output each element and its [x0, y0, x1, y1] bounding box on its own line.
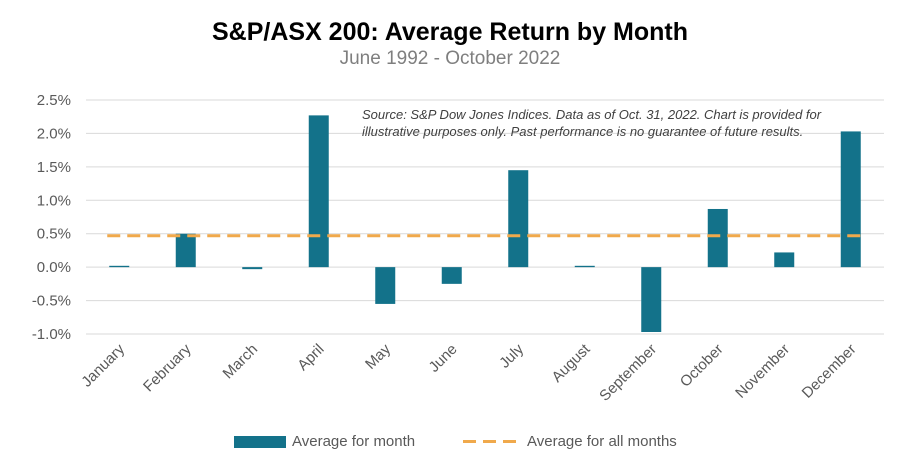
bar [242, 267, 263, 270]
chart-legend: Average for month Average for all months [0, 433, 900, 457]
legend-swatch-bar [234, 435, 286, 448]
y-tick-label: -1.0% [32, 326, 71, 343]
bar [175, 233, 196, 268]
x-tick-label: June [426, 341, 461, 376]
bar [109, 265, 130, 268]
x-tick-label: March [220, 341, 261, 382]
legend-swatch-dashed-line [463, 440, 517, 443]
bar [308, 115, 329, 268]
x-tick-label: January [78, 340, 128, 390]
bar [641, 267, 662, 332]
source-annotation: Source: S&P Dow Jones Indices. Data as o… [362, 107, 822, 139]
x-tick-label: July [496, 340, 527, 371]
x-tick-label: September [596, 341, 660, 405]
x-tick-label: February [140, 340, 195, 395]
bar [441, 267, 462, 284]
chart-subtitle: June 1992 - October 2022 [339, 48, 561, 69]
bar [774, 252, 795, 268]
x-tick-label: November [732, 341, 793, 402]
bar [375, 267, 396, 304]
y-tick-label: 0.0% [37, 259, 71, 276]
y-tick-label: 2.5% [37, 92, 71, 109]
y-tick-label: -0.5% [32, 293, 71, 310]
legend-item-all-months: Average for all months [463, 433, 677, 450]
x-tick-label: August [549, 340, 595, 386]
x-tick-label: May [362, 340, 394, 372]
bar [840, 131, 861, 268]
bar [574, 265, 595, 268]
y-tick-label: 2.0% [37, 125, 71, 142]
y-tick-label: 0.5% [37, 226, 71, 243]
legend-label-month: Average for month [292, 433, 416, 450]
x-tick-label: April [294, 341, 327, 374]
bar [508, 170, 529, 268]
x-tick-label: December [799, 341, 860, 402]
legend-item-month: Average for month [234, 433, 415, 450]
y-tick-label: 1.5% [37, 159, 71, 176]
y-tick-label: 1.0% [37, 192, 71, 209]
x-tick-label: October [677, 341, 727, 391]
chart-title: S&P/ASX 200: Average Return by Month [211, 18, 689, 46]
bar [707, 208, 728, 268]
legend-label-all-months: Average for all months [527, 433, 677, 450]
